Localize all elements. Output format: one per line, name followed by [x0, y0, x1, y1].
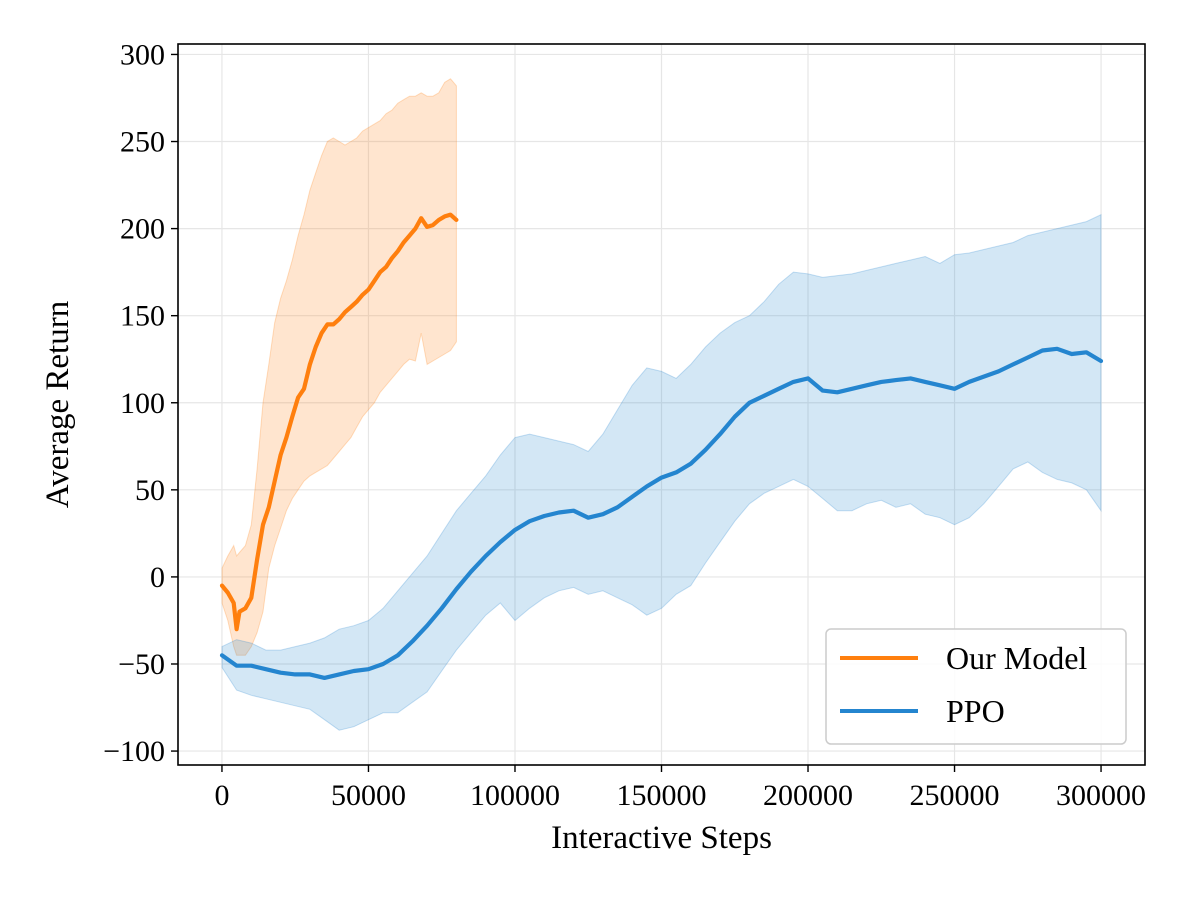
x-tick-label-6: 300000: [1056, 779, 1146, 812]
y-tick-label-7: 250: [120, 126, 165, 159]
y-tick-label-2: 0: [150, 561, 165, 594]
x-axis-label: Interactive Steps: [551, 820, 772, 856]
y-tick-label-5: 150: [120, 300, 165, 333]
legend-label-ppo: PPO: [946, 693, 1005, 729]
x-tick-label-5: 250000: [910, 779, 1000, 812]
x-tick-label-1: 50000: [331, 779, 406, 812]
legend: Our Model PPO: [825, 628, 1127, 745]
x-axis-ticks: 0 50000 100000 150000 200000 250000 300000: [214, 765, 1146, 812]
y-tick-label-1: −50: [118, 648, 165, 681]
x-tick-label-4: 200000: [763, 779, 853, 812]
band-1: [221, 213, 1102, 731]
x-tick-label-3: 150000: [617, 779, 707, 812]
band-0: [221, 78, 457, 656]
y-tick-label-6: 200: [120, 213, 165, 246]
x-tick-label-0: 0: [214, 779, 229, 812]
y-axis-label: Average Return: [40, 301, 76, 508]
y-tick-label-0: −100: [103, 735, 165, 768]
series-line-0: [219, 212, 459, 632]
y-tick-label-4: 100: [120, 387, 165, 420]
confidence-bands: [221, 78, 1102, 731]
y-tick-label-8: 300: [120, 38, 165, 71]
y-axis-ticks: −100 −50 0 50 100 150 200 250 300: [103, 38, 178, 768]
legend-label-our-model: Our Model: [946, 640, 1087, 676]
series-lines: [219, 212, 1104, 681]
y-tick-label-3: 50: [135, 474, 165, 507]
series-line-1: [219, 346, 1104, 681]
x-tick-label-2: 100000: [470, 779, 560, 812]
grid: [178, 44, 1145, 765]
